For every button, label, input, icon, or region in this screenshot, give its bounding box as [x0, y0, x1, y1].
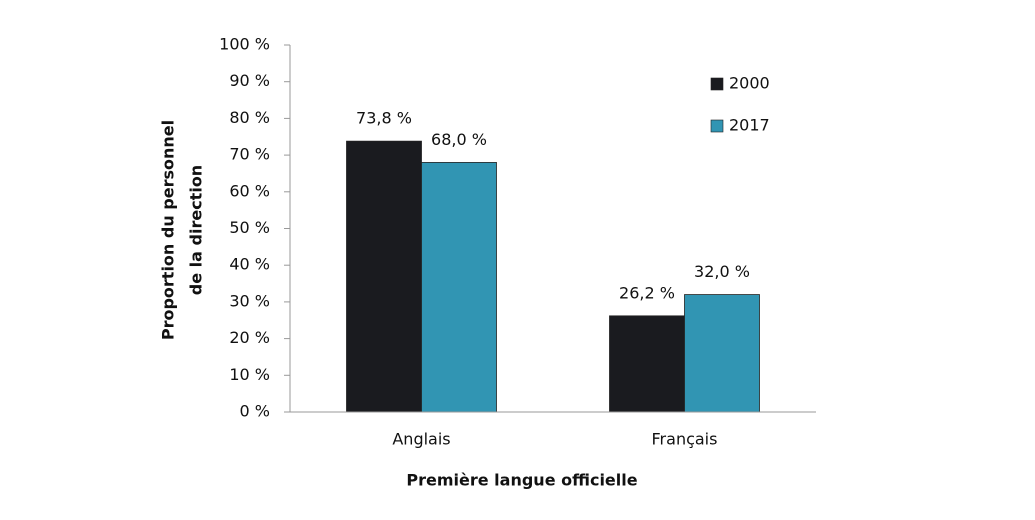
- bar: [684, 294, 760, 413]
- y-tick-label: 50 %: [229, 218, 270, 237]
- x-tick-label: Anglais: [392, 430, 450, 449]
- y-tick-label: 10 %: [229, 365, 270, 384]
- value-label: 32,0 %: [694, 262, 750, 281]
- y-tick-label: 90 %: [229, 71, 270, 90]
- x-axis-title: Première langue officielle: [406, 471, 637, 490]
- legend-swatch: [710, 77, 724, 91]
- legend-label: 2017: [729, 116, 770, 135]
- bar: [421, 162, 497, 413]
- bar: [346, 140, 422, 413]
- y-tick-label: 70 %: [229, 145, 270, 164]
- legend-label: 2000: [729, 74, 770, 93]
- y-tick-label: 20 %: [229, 328, 270, 347]
- y-axis-title-line: Proportion du personnel: [159, 120, 178, 340]
- legend-swatch: [710, 119, 724, 133]
- y-tick-label: 40 %: [229, 255, 270, 274]
- y-tick-label: 100 %: [219, 35, 270, 54]
- value-label: 68,0 %: [431, 130, 487, 149]
- y-tick-label: 30 %: [229, 291, 270, 310]
- value-label: 73,8 %: [356, 109, 412, 128]
- y-tick-label: 80 %: [229, 108, 270, 127]
- value-label: 26,2 %: [619, 283, 675, 302]
- y-tick-label: 0 %: [240, 402, 270, 421]
- y-tick-label: 60 %: [229, 181, 270, 200]
- x-tick-label: Français: [652, 430, 718, 449]
- y-axis-title-line: de la direction: [187, 165, 206, 295]
- bar: [609, 315, 685, 413]
- y-axis-title: Proportion du personnel de la direction: [159, 120, 206, 340]
